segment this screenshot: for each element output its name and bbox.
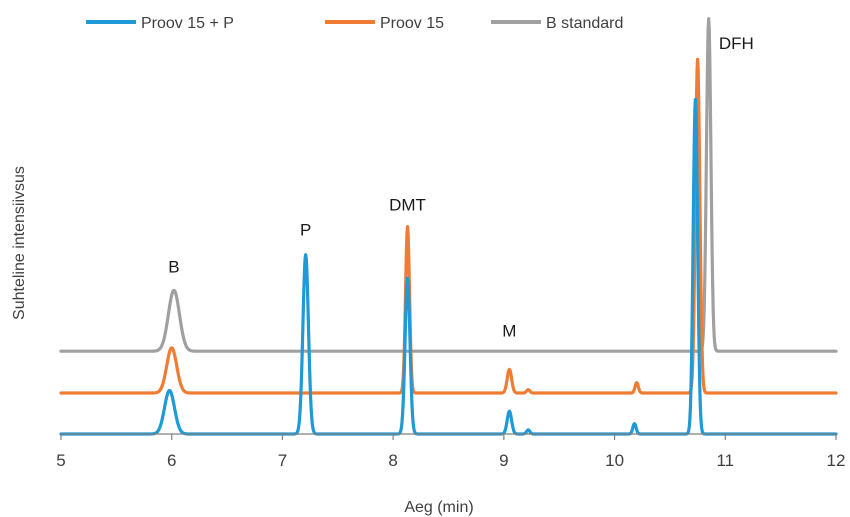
- peak-label: DFH: [719, 34, 754, 53]
- legend: Proov 15 + P Proov 15 B standard: [86, 15, 623, 32]
- x-axis-ticks: 5 6 7 8 9 10 11 12: [56, 434, 845, 470]
- x-tick-label: 8: [388, 451, 397, 470]
- series-line-2: [59, 57, 838, 395]
- x-tick-label: 7: [278, 451, 287, 470]
- peak-label: P: [300, 220, 311, 239]
- peak-label: DMT: [389, 195, 426, 214]
- x-tick-label: 10: [605, 451, 624, 470]
- legend-label: Proov 15: [380, 15, 444, 32]
- y-axis-title: Suhteline intensiivsus: [11, 166, 28, 320]
- legend-label: Proov 15 + P: [141, 15, 234, 32]
- series-traces: [59, 17, 838, 436]
- x-tick-label: 5: [56, 451, 65, 470]
- x-tick-label: 9: [499, 451, 508, 470]
- x-tick-label: 12: [827, 451, 846, 470]
- peak-label: M: [502, 321, 516, 340]
- x-tick-label: 6: [167, 451, 176, 470]
- peak-labels: B P DMT M DFH: [168, 34, 754, 340]
- peak-label: B: [168, 258, 179, 277]
- x-tick-label: 11: [716, 451, 734, 470]
- x-axis-title: Aeg (min): [404, 499, 473, 516]
- legend-label: B standard: [546, 15, 623, 32]
- series-line-3: [59, 17, 838, 353]
